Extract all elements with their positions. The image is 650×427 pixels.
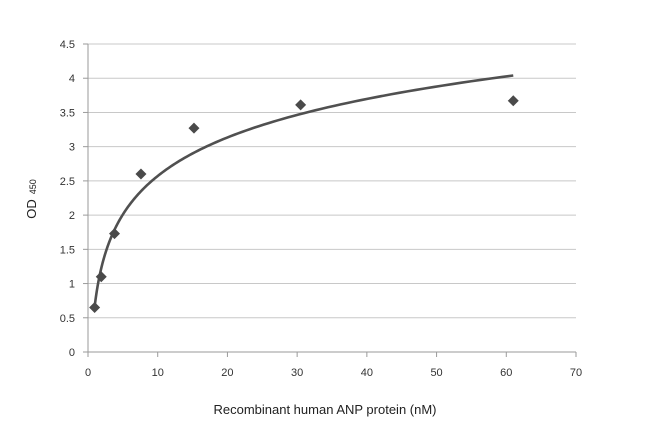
y-tick-label: 3 bbox=[69, 142, 75, 154]
y-tick-label: 0 bbox=[69, 347, 75, 359]
data-point-marker bbox=[188, 122, 200, 134]
x-tick-label: 60 bbox=[500, 367, 512, 379]
y-tick-label: 2 bbox=[69, 210, 75, 222]
trend-line bbox=[93, 74, 514, 307]
axes bbox=[83, 43, 577, 357]
y-tick-label: 2.5 bbox=[60, 176, 75, 188]
x-tick-label: 70 bbox=[570, 367, 582, 379]
y-axis-label-main: OD bbox=[24, 199, 39, 219]
data-points bbox=[89, 95, 519, 314]
x-tick-label: 30 bbox=[291, 367, 303, 379]
x-axis-label: Recombinant human ANP protein (nM) bbox=[213, 402, 436, 417]
data-point-marker bbox=[89, 302, 101, 314]
y-axis-label: OD 450 bbox=[24, 179, 39, 219]
data-point-marker bbox=[95, 271, 107, 283]
data-point-marker bbox=[108, 228, 120, 240]
x-tick-label: 50 bbox=[430, 367, 442, 379]
x-tick-label: 40 bbox=[361, 367, 373, 379]
y-tick-label: 4 bbox=[69, 73, 75, 85]
x-tick-label: 20 bbox=[221, 367, 233, 379]
y-tick-label: 3.5 bbox=[60, 107, 75, 119]
data-point-marker bbox=[135, 168, 147, 180]
x-tick-labels: 0 10 20 30 40 50 60 70 bbox=[85, 367, 582, 379]
y-axis-label-subscript: 450 bbox=[28, 179, 38, 194]
y-tick-label: 4.5 bbox=[60, 39, 75, 51]
y-tick-label: 1.5 bbox=[60, 244, 75, 256]
x-tick-label: 0 bbox=[85, 367, 91, 379]
x-tick-label: 10 bbox=[152, 367, 164, 379]
grid-lines bbox=[88, 43, 576, 319]
data-point-marker bbox=[507, 95, 519, 107]
y-tick-label: 0.5 bbox=[60, 313, 75, 325]
data-point-marker bbox=[295, 99, 307, 111]
y-tick-label: 1 bbox=[69, 279, 75, 291]
y-tick-labels: 0 0.5 1 1.5 2 2.5 3 3.5 4 4.5 bbox=[60, 39, 75, 359]
